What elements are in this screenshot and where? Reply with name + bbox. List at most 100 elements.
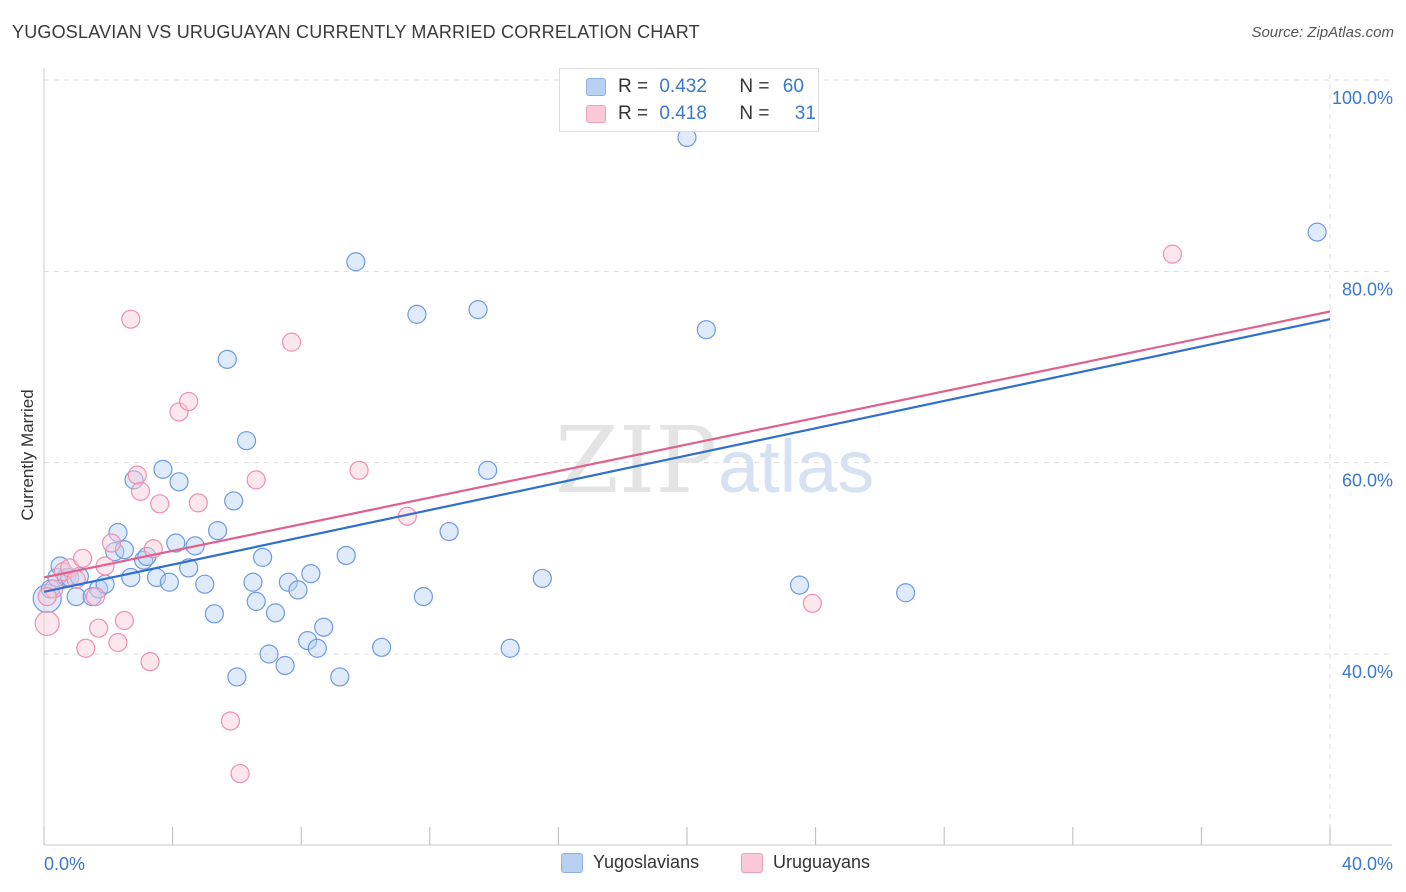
bottom-legend-uruguayans: Uruguayans [741,852,870,873]
bottom-legend-swatch-pink [741,852,763,873]
yugoslavian-point [236,431,257,451]
yugoslavian-trend-line [43,318,1331,593]
legend-row-yugoslavians: R = 0.432 N = 60 [586,75,804,99]
yugoslavian-point [532,568,552,589]
legend-r-value: 0.418 [659,103,707,124]
uruguayan-point [130,481,151,501]
uruguayan-point [349,460,369,480]
yugoslavian-point [301,564,321,584]
uruguayan-point [72,548,93,568]
yugoslavian-point [696,320,716,340]
yugoslavian-point [108,522,128,543]
uruguayan-point [34,610,60,636]
yugoslavian-point [371,637,392,657]
bottom-legend-swatch-blue [561,852,583,873]
bottom-legend-yugoslavians: Yugoslavians [561,852,699,873]
yugoslavian-point [468,300,488,320]
yugoslavian-point [179,558,199,578]
yugoslavian-point [278,572,298,592]
yugoslavian-point [265,603,286,623]
uruguayan-point [179,391,199,412]
legend-swatch-pink [586,105,606,123]
yugoslavian-point [153,459,173,479]
x-tick-label: 0.0% [44,854,85,874]
yugoslavian-point [169,472,189,492]
legend-row-uruguayans: R = 0.418 N = 31 [586,102,816,126]
uruguayan-point [121,309,141,329]
watermark-atlas: atlas [718,425,874,508]
x-tick-label: 40.0% [1342,854,1393,874]
tick-labels: 40.0% 60.0% 80.0% 100.0% 0.0% 40.0% [44,88,1393,874]
y-tick-label: 40.0% [1342,662,1393,682]
yugoslavian-point [500,638,520,658]
yugoslavian-point [195,574,215,594]
uruguayan-point [246,470,266,490]
uruguayan-point [220,711,241,731]
yugoslavian-point [307,638,327,658]
yugoslavian-point [217,349,237,369]
yugoslavian-point [208,520,228,541]
uruguayan-point [108,632,128,653]
bottom-legend-label: Yugoslavians [593,852,700,872]
yugoslavian-point [789,575,810,595]
uruguayan-point [76,638,96,658]
legend-n-value: 31 [794,103,816,124]
yugoslavian-point [330,667,350,687]
yugoslavian-point [275,655,295,676]
yugoslavian-point [413,586,433,607]
yugoslavian-point [66,586,86,607]
uruguayan-point [101,533,122,553]
watermark-zip: ZIP [555,407,717,514]
uruguayan-point [1162,244,1183,264]
yugoslavian-point [246,591,266,611]
yugoslavian-point [407,304,427,324]
yugoslavian-point [1307,222,1327,242]
legend-r-label: R = [618,103,649,124]
yugoslavian-point [243,572,263,592]
uruguayan-point [140,652,160,672]
trend-lines [43,310,1331,593]
legend-r-value: 0.432 [659,76,707,97]
chart-title: YUGOSLAVIAN VS URUGUAYAN CURRENTLY MARRI… [12,22,700,42]
yugoslavian-point [314,617,334,637]
uruguayan-trend-line [43,310,1331,579]
yugoslavian-point [346,252,366,272]
watermark: ZIP atlas [555,407,874,514]
y-tick-label: 100.0% [1332,88,1393,108]
yugoslavian-point [224,491,244,511]
legend-n-value: 60 [782,76,804,97]
yugoslavian-point [227,667,247,687]
yugoslavian-point [204,604,224,624]
stats-legend: R = 0.432 N = 60 R = 0.418 N = 31 [559,68,819,132]
yugoslavian-point [298,631,318,651]
axes [43,68,1392,846]
uruguayan-point [150,494,170,514]
yugoslavian-point [336,545,356,566]
yugoslavian-point [896,583,916,603]
yugoslavian-point [253,547,273,567]
source-label: Source: ZipAtlas.com [1251,24,1394,41]
yugoslavian-point [478,460,498,480]
gridlines [44,74,1392,845]
yugoslavian-point [439,521,459,542]
uruguayan-point [281,332,302,352]
uruguayan-point [802,593,822,613]
uruguayan-point [230,763,250,784]
uruguayan-point [37,586,57,607]
y-tick-label: 60.0% [1342,471,1393,491]
uruguayan-point [85,586,106,607]
legend-swatch-blue [586,78,606,96]
legend-n-label: N = [739,103,770,124]
legend-n-label: N = [739,76,770,97]
bottom-legend-label: Uruguayans [773,852,871,872]
uruguayan-point [127,465,147,485]
uruguayan-point [169,402,189,422]
yugoslavian-point [259,644,279,664]
y-tick-label: 80.0% [1342,279,1393,299]
yugoslavian-point [288,580,308,600]
uruguayan-point [188,493,208,513]
uruguayan-point [114,610,134,631]
yugoslavian-point [166,533,186,553]
legend-r-label: R = [618,76,649,97]
